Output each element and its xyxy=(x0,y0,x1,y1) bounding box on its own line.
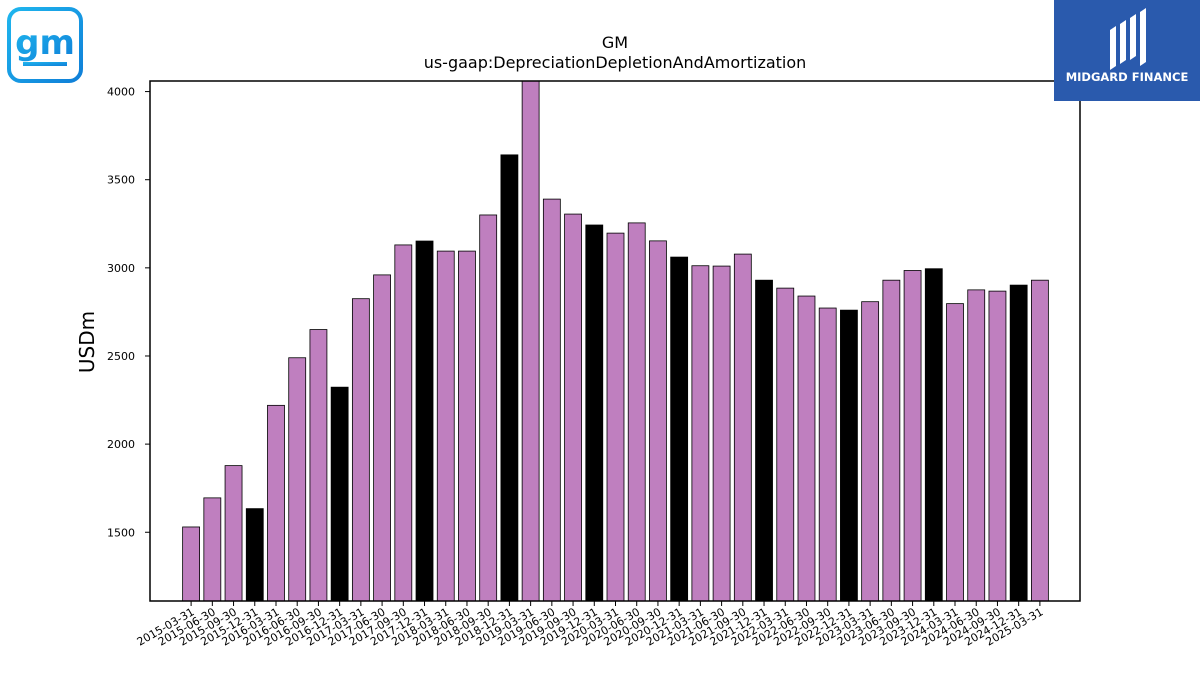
x-axis-ticks: 2015-03-312015-06-302015-09-302015-12-31… xyxy=(135,601,1045,649)
bar-2025-03-31 xyxy=(1031,279,1049,602)
midgard-finance-text: MIDGARD FINANCE xyxy=(1066,70,1189,84)
bar-2018-03-31 xyxy=(436,250,455,602)
bar-2017-09-30 xyxy=(394,244,413,602)
y-tick-label: 3500 xyxy=(107,174,135,187)
gm-logo: gm xyxy=(7,7,83,83)
y-axis-ticks: 1500 2000 2500 3000 3500 4000 xyxy=(107,86,150,539)
bar-2019-09-30 xyxy=(564,213,582,602)
bar-2021-12-31 xyxy=(755,279,773,602)
bar-2022-12-31 xyxy=(840,309,858,602)
bar-2022-09-30 xyxy=(818,307,837,602)
gm-logo-text: gm xyxy=(15,23,75,63)
bar-2015-12-31 xyxy=(245,508,264,602)
bar-2015-03-31 xyxy=(182,526,200,602)
bar-2016-03-31 xyxy=(267,404,285,602)
bar-2018-06-30 xyxy=(458,250,476,602)
bar-2022-06-30 xyxy=(797,295,816,602)
midgard-finance-logo: MIDGARD FINANCE xyxy=(1054,0,1200,101)
y-tick-label: 4000 xyxy=(107,86,135,99)
bar-2021-03-31 xyxy=(691,265,710,602)
bars-group xyxy=(182,80,1049,602)
bar-2024-03-31 xyxy=(946,303,964,602)
chart-subtitle: us-gaap:DepreciationDepletionAndAmortiza… xyxy=(424,53,807,72)
bar-2016-12-31 xyxy=(330,386,349,602)
bar-2015-06-30 xyxy=(203,497,222,602)
bar-2024-12-31 xyxy=(1009,284,1028,602)
bar-2024-09-30 xyxy=(988,290,1007,602)
bar-2023-03-31 xyxy=(861,301,880,602)
bar-2018-12-31 xyxy=(500,154,519,602)
y-tick-label: 3000 xyxy=(107,262,135,275)
bar-2021-06-30 xyxy=(712,265,731,602)
bar-2021-09-30 xyxy=(733,253,752,602)
bar-2018-09-30 xyxy=(479,214,498,602)
bar-2017-06-30 xyxy=(373,274,391,602)
bar-2022-03-31 xyxy=(776,287,795,602)
bar-2019-03-31 xyxy=(521,80,540,602)
bar-2020-12-31 xyxy=(670,256,689,602)
bar-2020-06-30 xyxy=(627,222,646,602)
bar-2016-09-30 xyxy=(309,329,328,602)
bar-2023-12-31 xyxy=(924,268,943,602)
bar-2024-06-30 xyxy=(967,289,986,602)
bar-2020-09-30 xyxy=(649,240,667,602)
bar-2015-09-30 xyxy=(224,465,243,602)
y-axis-label: USDm xyxy=(75,311,99,373)
y-tick-label: 2500 xyxy=(107,350,135,363)
plot-frame xyxy=(149,80,1081,602)
y-tick-label: 2000 xyxy=(107,438,135,451)
bar-2019-12-31 xyxy=(585,224,604,602)
midgard-emblem-icon xyxy=(1110,8,1146,70)
bar-2017-03-31 xyxy=(351,298,370,602)
bar-2019-06-30 xyxy=(542,198,561,602)
bar-2016-06-30 xyxy=(288,357,307,602)
y-tick-label: 1500 xyxy=(107,526,135,539)
bar-2017-12-31 xyxy=(415,240,434,602)
bar-2023-09-30 xyxy=(903,270,922,602)
bar-2023-06-30 xyxy=(882,279,901,602)
chart-title: GM xyxy=(602,33,628,52)
bar-2020-03-31 xyxy=(606,232,625,602)
